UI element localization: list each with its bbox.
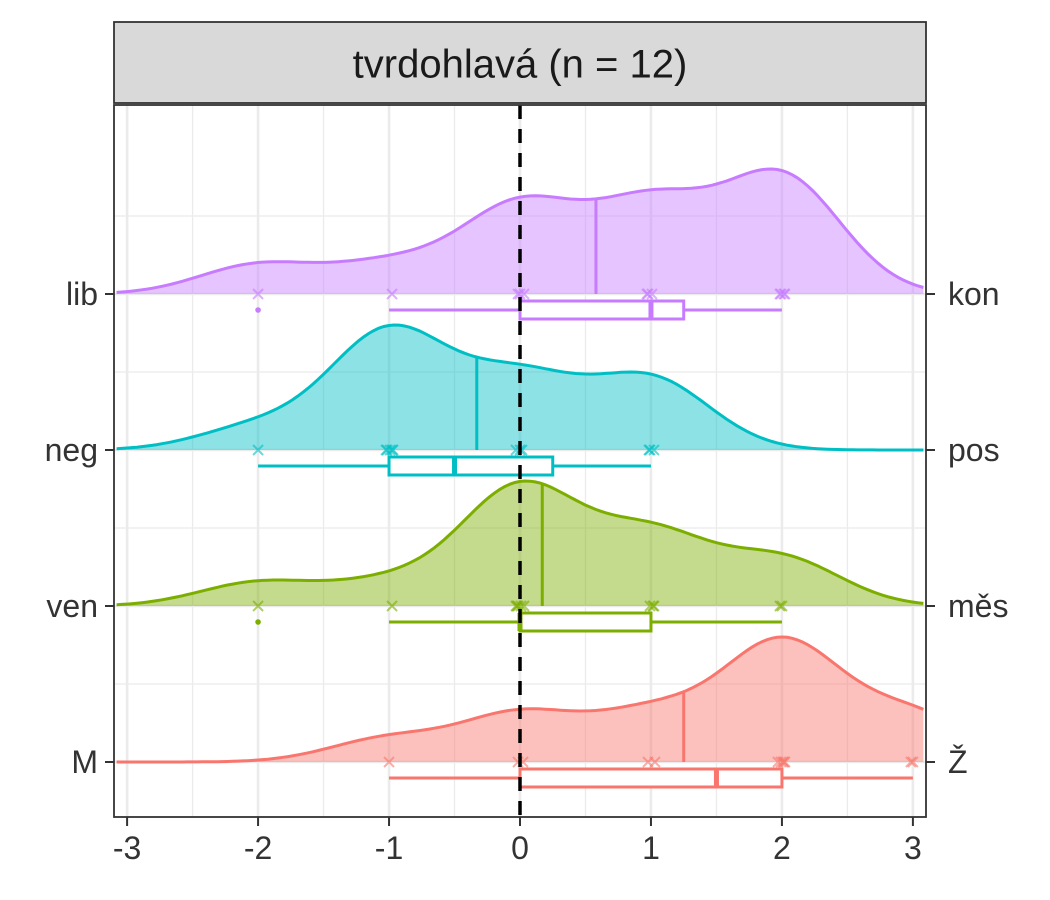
data-point xyxy=(252,444,264,456)
right-y-tick-label: Ž xyxy=(948,744,968,780)
left-y-tick-label: neg xyxy=(45,432,98,468)
density-curve xyxy=(116,479,924,607)
data-point xyxy=(383,756,395,768)
data-point xyxy=(776,600,788,612)
facet-strip-title: tvrdohlavá (n = 12) xyxy=(353,43,688,87)
data-point xyxy=(386,600,398,612)
left-y-tick-label: M xyxy=(71,744,98,780)
x-tick-label: 2 xyxy=(773,830,791,866)
data-point xyxy=(774,288,786,300)
data-point xyxy=(252,600,264,612)
left-y-tick-label: ven xyxy=(46,588,98,624)
facet-strip-background xyxy=(113,21,927,104)
left-y-tick-label: lib xyxy=(66,276,98,312)
facet-strip: tvrdohlavá (n = 12) xyxy=(113,21,927,104)
data-point xyxy=(779,756,791,768)
data-point xyxy=(252,288,264,300)
outlier-point xyxy=(255,307,261,313)
box xyxy=(518,299,686,321)
data-point xyxy=(648,600,660,612)
data-point xyxy=(643,444,655,456)
x-tick-label: 1 xyxy=(642,830,660,866)
x-tick-label: 0 xyxy=(511,830,529,866)
density-curve xyxy=(116,323,924,452)
data-point xyxy=(779,288,791,300)
data-point xyxy=(646,288,658,300)
data-point xyxy=(641,288,653,300)
box xyxy=(387,455,555,477)
data-point xyxy=(515,600,527,612)
right-y-tick-label: měs xyxy=(948,588,1008,624)
x-tick-label: 3 xyxy=(904,830,922,866)
data-point xyxy=(905,756,917,768)
density-curve xyxy=(116,167,924,294)
outlier-point xyxy=(255,619,261,625)
density-area xyxy=(116,325,924,450)
data-point xyxy=(642,756,654,768)
right-y-tick-label: pos xyxy=(948,432,1000,468)
series-neg xyxy=(116,323,924,477)
x-tick-label: -2 xyxy=(244,830,272,866)
density-area xyxy=(116,637,924,762)
data-point xyxy=(907,756,919,768)
data-point xyxy=(386,288,398,300)
data-point xyxy=(775,756,787,768)
data-point xyxy=(514,288,526,300)
data-point xyxy=(384,444,396,456)
data-point xyxy=(644,600,656,612)
x-tick-label: -3 xyxy=(113,830,141,866)
box xyxy=(518,767,784,789)
right-y-tick-label: kon xyxy=(948,276,1000,312)
x-tick-label: -1 xyxy=(375,830,403,866)
data-point xyxy=(380,444,392,456)
box xyxy=(518,611,653,633)
grid-lines xyxy=(114,105,926,817)
data-point xyxy=(648,444,660,456)
data-point xyxy=(774,600,786,612)
